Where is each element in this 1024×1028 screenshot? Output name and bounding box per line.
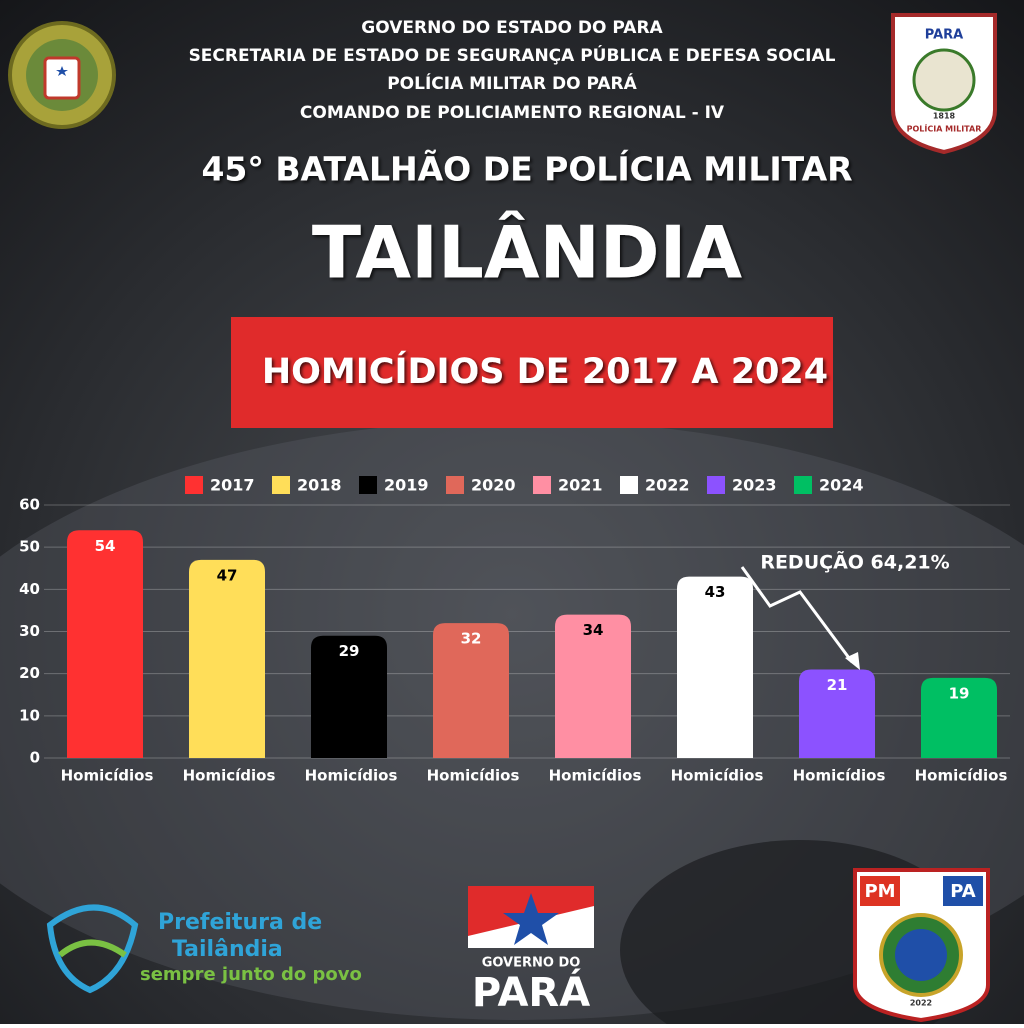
header-line: GOVERNO DO ESTADO DO PARA <box>361 18 663 38</box>
legend-swatch <box>272 476 290 494</box>
bar <box>555 614 631 758</box>
x-tick-label: Homicídios <box>305 767 398 785</box>
value-label: 19 <box>949 684 970 702</box>
logo-top-left <box>8 21 116 129</box>
legend-label: 2021 <box>558 476 603 495</box>
bar <box>189 559 265 758</box>
logo-text: PARA <box>925 28 963 43</box>
x-tick-label: Homicídios <box>61 767 154 785</box>
x-tick-label: Homicídios <box>793 767 886 785</box>
y-tick-label: 20 <box>19 664 40 682</box>
legend-swatch <box>794 476 812 494</box>
logo-governo: GOVERNO DO PARÁ <box>468 886 594 1016</box>
legend-label: 2024 <box>819 476 864 495</box>
title-box <box>231 317 833 428</box>
header-line: SECRETARIA DE ESTADO DE SEGURANÇA PÚBLIC… <box>189 44 836 66</box>
header-line: POLÍCIA MILITAR DO PARÁ <box>387 72 637 94</box>
header-line: COMANDO DE POLICIAMENTO REGIONAL - IV <box>300 103 725 123</box>
legend-swatch <box>533 476 551 494</box>
city-title: TAILÂNDIA <box>312 211 742 295</box>
value-label: 34 <box>583 621 604 639</box>
x-tick-label: Homicídios <box>671 767 764 785</box>
value-label: 32 <box>461 630 482 648</box>
logo-text: PARÁ <box>472 968 590 1016</box>
bar <box>67 530 143 758</box>
chart-title: HOMICÍDIOS DE 2017 A 2024 <box>262 350 828 392</box>
legend-swatch <box>185 476 203 494</box>
logo-text: 1818 <box>933 112 956 121</box>
logo-text: Prefeitura de <box>158 910 322 935</box>
y-tick-label: 30 <box>19 622 40 640</box>
logo-top-right: PARA 1818 POLÍCIA MILITAR <box>891 13 997 155</box>
logo-text: Tailândia <box>172 937 283 962</box>
value-label: 47 <box>217 566 238 584</box>
legend-swatch <box>620 476 638 494</box>
annotation-arrowhead <box>845 652 860 670</box>
legend-swatch <box>446 476 464 494</box>
legend-label: 2018 <box>297 476 342 495</box>
value-label: 54 <box>95 537 116 555</box>
logo-prefeitura: Prefeitura de Tailândia sempre junto do … <box>46 904 362 994</box>
logo-text: PA <box>950 881 976 902</box>
y-tick-label: 0 <box>30 749 40 767</box>
logo-pm: PM PA 2022 <box>853 868 990 1023</box>
value-label: 43 <box>705 583 726 601</box>
logo-text: 2022 <box>910 999 932 1008</box>
logo-text: POLÍCIA MILITAR <box>907 123 982 134</box>
logo-text: PM <box>864 881 895 902</box>
bar <box>433 623 509 758</box>
x-tick-label: Homicídios <box>915 767 1008 785</box>
annotation-arrow <box>740 566 854 663</box>
y-tick-label: 60 <box>19 496 40 514</box>
bar <box>921 677 997 758</box>
bar <box>799 669 875 758</box>
x-tick-label: Homicídios <box>427 767 520 785</box>
legend-label: 2023 <box>732 476 777 495</box>
legend-label: 2017 <box>210 476 255 495</box>
legend-swatch <box>707 476 725 494</box>
chart: 0 10 20 30 40 50 60 2017 2018 2019 2020 2021 2022 202… <box>19 476 1010 785</box>
legend-label: 2019 <box>384 476 429 495</box>
annotation: REDUÇÃO 64,21% <box>760 550 949 574</box>
x-tick-label: Homicídios <box>549 767 642 785</box>
bar <box>677 576 753 758</box>
x-tick-label: Homicídios <box>183 767 276 785</box>
y-tick-label: 50 <box>19 538 40 556</box>
value-label: 29 <box>339 642 360 660</box>
value-label: 21 <box>827 676 848 694</box>
logo-text: GOVERNO DO <box>482 956 581 971</box>
legend-swatch <box>359 476 377 494</box>
bar <box>311 635 387 758</box>
y-tick-label: 40 <box>19 580 40 598</box>
legend-label: 2022 <box>645 476 690 495</box>
y-tick-label: 10 <box>19 706 40 724</box>
legend-label: 2020 <box>471 476 516 495</box>
unit-title: 45° BATALHÃO DE POLÍCIA MILITAR <box>201 149 852 189</box>
logo-text: sempre junto do povo <box>140 964 362 985</box>
